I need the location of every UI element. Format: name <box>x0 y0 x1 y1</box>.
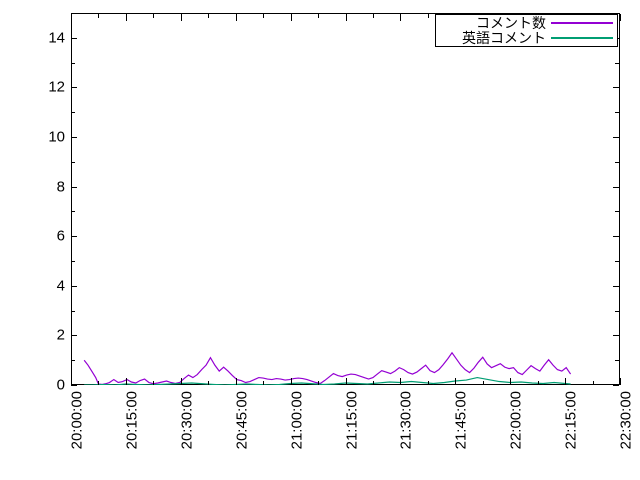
x-minor-tick <box>372 14 374 18</box>
x-tick-label: 20:45:00 <box>233 391 251 450</box>
y-tick-label: 10 <box>48 128 65 146</box>
x-tick-label: 21:00:00 <box>288 391 306 450</box>
y-minor-tick <box>615 360 619 362</box>
x-tick-mark <box>620 14 621 21</box>
y-tick-label: 2 <box>56 326 65 344</box>
x-minor-tick <box>208 14 210 18</box>
y-tick-mark <box>613 236 619 238</box>
y-tick-mark <box>71 385 77 386</box>
x-tick-mark <box>345 378 347 385</box>
y-tick-label: 4 <box>56 277 65 295</box>
x-tick-mark <box>510 378 512 385</box>
y-tick-label: 14 <box>48 29 65 47</box>
x-tick-mark <box>125 378 127 385</box>
x-minor-tick <box>427 14 429 18</box>
y-tick-mark <box>71 137 77 138</box>
y-minor-tick <box>71 360 75 362</box>
x-minor-tick <box>318 14 320 18</box>
y-tick-mark <box>71 335 77 337</box>
y-tick-mark <box>613 87 619 89</box>
x-minor-tick <box>98 381 100 385</box>
y-minor-tick <box>71 211 75 213</box>
x-tick-mark <box>400 14 402 21</box>
x-tick-mark <box>180 14 182 21</box>
x-tick-mark <box>235 378 237 385</box>
x-minor-tick <box>263 14 265 18</box>
x-tick-label: 20:30:00 <box>178 391 196 450</box>
y-tick-label: 12 <box>48 78 65 96</box>
y-tick-mark <box>613 385 619 386</box>
x-minor-tick <box>318 381 320 385</box>
x-tick-mark <box>71 378 72 385</box>
legend-label: 英語コメント <box>462 29 546 46</box>
x-tick-mark <box>620 378 621 385</box>
x-tick-mark <box>290 14 292 21</box>
y-tick-mark <box>71 285 77 287</box>
x-tick-mark <box>235 14 237 21</box>
legend: コメント数 英語コメント <box>435 14 618 47</box>
legend-swatch-line <box>551 36 613 39</box>
legend-swatch-line <box>551 21 613 24</box>
y-tick-mark <box>71 37 77 39</box>
y-minor-tick <box>71 310 75 312</box>
y-tick-mark <box>613 186 619 188</box>
plot-lines <box>83 351 572 385</box>
y-tick-mark <box>613 137 619 138</box>
y-axis-labels: 0 2 4 6 8 10 12 14 <box>0 0 65 480</box>
y-tick-mark <box>71 186 77 188</box>
legend-item: コメント数 <box>436 14 617 31</box>
y-minor-tick <box>71 161 75 163</box>
x-tick-label: 21:15:00 <box>343 391 360 450</box>
series-line <box>84 376 571 385</box>
y-minor-tick <box>615 62 619 64</box>
y-minor-tick <box>615 310 619 312</box>
y-tick-mark <box>71 87 77 89</box>
y-tick-label: 0 <box>56 376 65 394</box>
x-tick-label: 22:15:00 <box>562 391 580 450</box>
x-minor-tick <box>263 381 265 385</box>
x-tick-label: 21:45:00 <box>452 391 470 450</box>
y-minor-tick <box>71 62 75 64</box>
x-tick-label: 21:30:00 <box>397 391 415 450</box>
x-tick-mark <box>400 378 402 385</box>
y-minor-tick <box>71 112 75 114</box>
y-minor-tick <box>615 211 619 213</box>
x-tick-mark <box>565 378 567 385</box>
x-tick-label: 22:00:00 <box>507 391 525 450</box>
x-tick-mark <box>345 14 347 21</box>
x-minor-tick <box>482 381 484 385</box>
x-tick-label: 20:15:00 <box>123 391 141 450</box>
y-tick-mark <box>71 236 77 238</box>
x-tick-mark <box>125 14 127 21</box>
x-minor-tick <box>372 381 374 385</box>
legend-label: コメント数 <box>476 14 546 31</box>
x-tick-label: 20:00:00 <box>68 391 86 450</box>
y-tick-label: 6 <box>56 227 65 245</box>
x-minor-tick <box>208 381 210 385</box>
legend-item: 英語コメント <box>436 29 617 46</box>
x-minor-tick <box>427 381 429 385</box>
x-minor-tick <box>537 381 539 385</box>
y-tick-mark <box>613 285 619 287</box>
x-tick-mark <box>290 378 292 385</box>
x-tick-mark <box>71 14 72 21</box>
x-minor-tick <box>153 381 155 385</box>
y-minor-tick <box>71 261 75 262</box>
x-tick-label: 22:30:00 <box>617 391 635 450</box>
y-tick-mark <box>613 335 619 337</box>
y-minor-tick <box>615 161 619 163</box>
y-minor-tick <box>615 261 619 262</box>
series-line <box>83 351 572 385</box>
x-minor-tick <box>153 14 155 18</box>
x-tick-mark <box>455 378 457 385</box>
x-tick-mark <box>180 378 182 385</box>
x-minor-tick <box>98 14 100 18</box>
x-minor-tick <box>592 381 594 385</box>
y-minor-tick <box>615 112 619 114</box>
y-tick-label: 8 <box>56 178 65 196</box>
